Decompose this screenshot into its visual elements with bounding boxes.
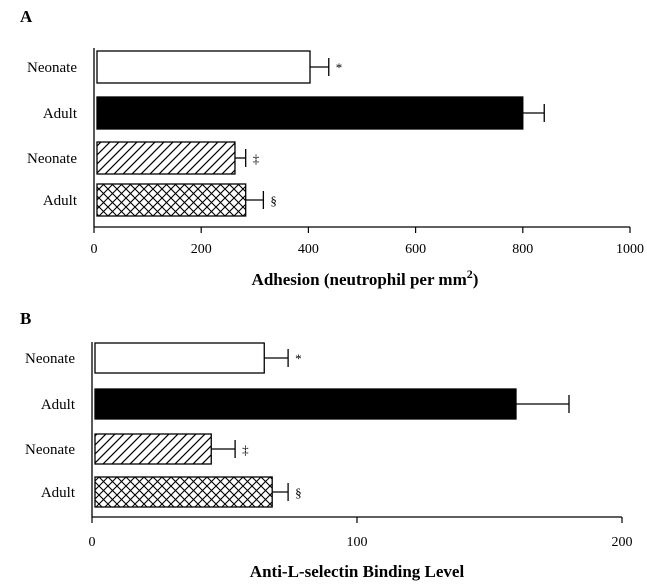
x-tick-label: 600 [405, 242, 426, 257]
x-axis-title-close: ) [473, 270, 479, 289]
bar [94, 342, 265, 374]
x-axis-title: Adhesion (neutrophil per mm2) [252, 267, 479, 289]
significance-marker: § [270, 193, 277, 208]
bar [96, 141, 236, 175]
x-tick-label: 200 [191, 242, 212, 257]
significance-marker: § [295, 485, 302, 500]
panel-letter: A [20, 7, 33, 26]
significance-marker: * [295, 351, 302, 366]
x-tick-label: 100 [347, 535, 368, 550]
significance-marker: ‡ [253, 151, 260, 166]
bar [94, 388, 517, 420]
x-axis-title: Anti-L-selectin Binding Level [250, 562, 465, 581]
category-label: Neonate [25, 442, 75, 458]
x-tick-label: 0 [91, 242, 98, 257]
bar [96, 183, 247, 217]
x-tick-label: 800 [512, 242, 533, 257]
panel-b: B 0 100 200 Neonate * Adult Neonate ‡ Adult § Anti-… [20, 309, 633, 581]
significance-marker: ‡ [242, 442, 249, 457]
panel-a: A 0 200 400 600 800 1000 Neonate * Adult Neonate ‡ A… [20, 7, 644, 289]
bar [96, 50, 311, 84]
category-label: Adult [43, 106, 78, 122]
x-tick-label: 200 [612, 535, 633, 550]
x-tick-label: 400 [298, 242, 319, 257]
category-label: Neonate [27, 151, 77, 167]
significance-marker: * [336, 60, 343, 75]
x-axis-title-superscript: 2 [467, 267, 473, 281]
bar [94, 433, 212, 465]
category-label: Adult [41, 397, 76, 413]
category-label: Neonate [25, 351, 75, 367]
bar [96, 96, 524, 130]
x-tick-label: 1000 [616, 242, 644, 257]
category-label: Neonate [27, 60, 77, 76]
bar [94, 476, 273, 508]
panel-letter: B [20, 309, 31, 328]
category-label: Adult [41, 485, 76, 501]
x-tick-label: 0 [89, 535, 96, 550]
category-label: Adult [43, 193, 78, 209]
